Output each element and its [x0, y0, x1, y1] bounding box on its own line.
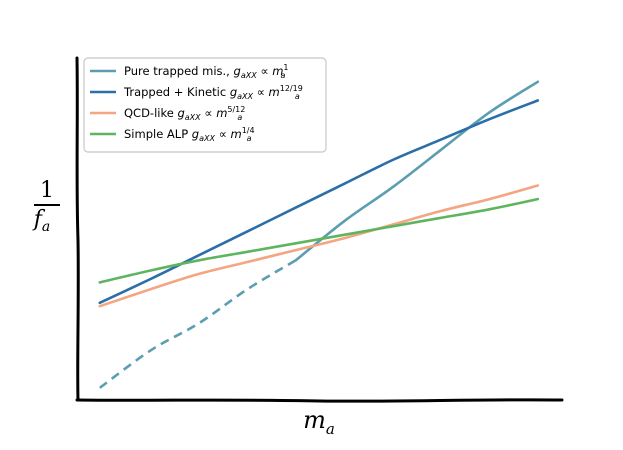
series-4	[98, 197, 540, 284]
legend-entry-3: QCD-like gaXX ∝ m5/12 a	[90, 105, 245, 122]
legend-entry-4: Simple ALP gaXX ∝ m1/4 a	[90, 126, 255, 143]
series-1-solid-segment	[294, 80, 540, 262]
y-axis-label-numerator: 1	[40, 178, 54, 203]
y-axis-label: 1 fa	[32, 178, 60, 235]
x-axis	[75, 398, 564, 403]
axes-layer	[75, 56, 564, 403]
x-axis-label: ma	[303, 406, 335, 438]
series-3	[98, 184, 540, 308]
legend-label-3: QCD-like gaXX ∝ m5/12 a	[124, 105, 245, 122]
legend-label-1: Pure trapped mis., gaXX ∝ m1 a	[124, 63, 289, 80]
series-4-line	[98, 197, 540, 284]
legend-entry-2: Trapped + Kinetic gaXX ∝ m12/19 a	[90, 84, 303, 101]
legend-label-2: Trapped + Kinetic gaXX ∝ m12/19 a	[123, 84, 303, 101]
series-2-line	[98, 99, 540, 305]
series-2	[98, 99, 540, 305]
series-1-dashed-segment	[99, 259, 297, 389]
series-layer	[98, 80, 540, 389]
y-axis	[75, 56, 80, 402]
y-axis-label-denominator: fa	[32, 207, 51, 235]
legend-entry-1: Pure trapped mis., gaXX ∝ m1 a	[90, 63, 289, 80]
legend-entries: Pure trapped mis., gaXX ∝ m1 a Trapped + K…	[90, 63, 303, 143]
series-1	[99, 80, 540, 389]
series-3-line	[98, 184, 540, 308]
legend: Pure trapped mis., gaXX ∝ m1 a Trapped + K…	[83, 57, 327, 153]
legend-label-4: Simple ALP gaXX ∝ m1/4 a	[124, 126, 255, 143]
legend-box	[83, 57, 327, 153]
